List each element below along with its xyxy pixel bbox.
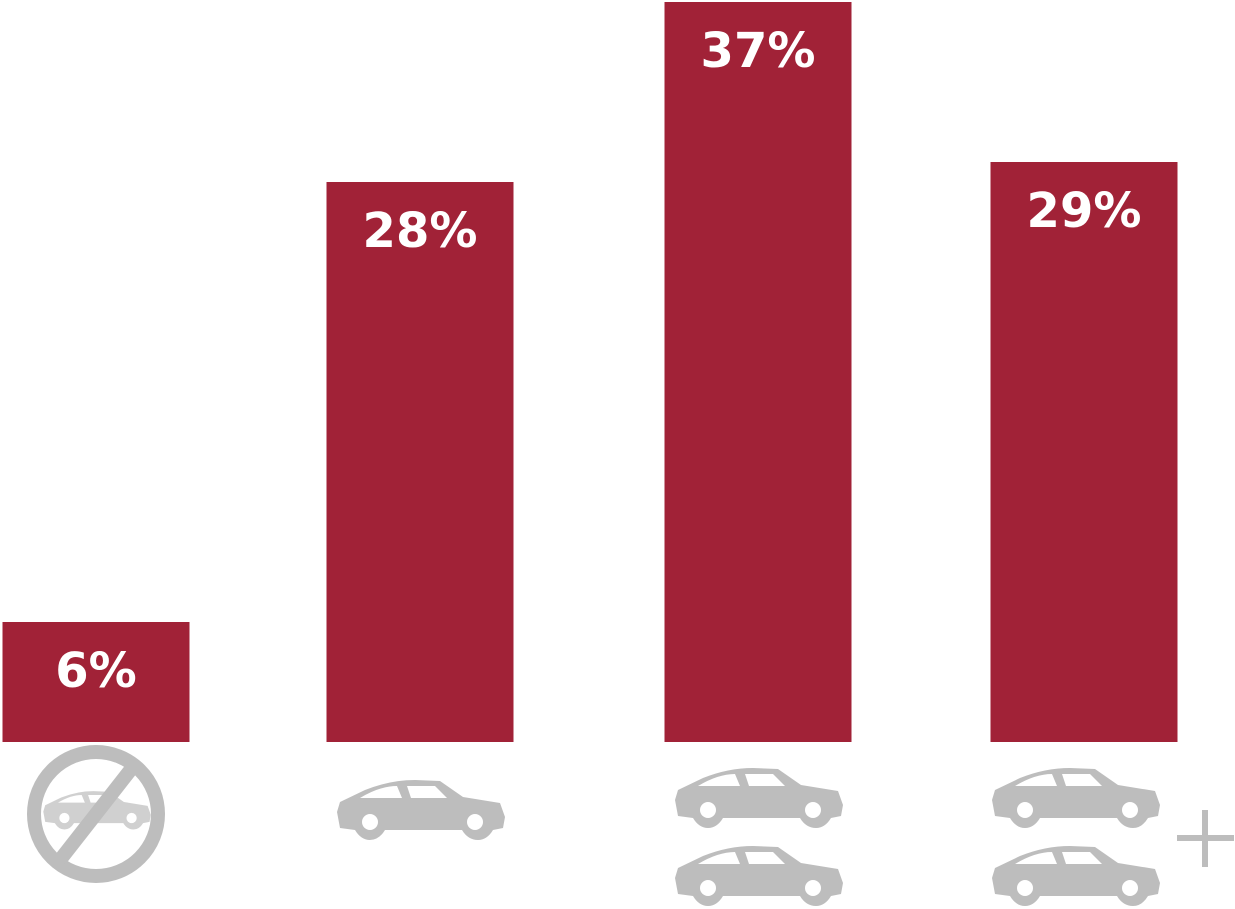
icon-no-car bbox=[27, 745, 165, 883]
bar bbox=[664, 2, 852, 742]
value-label: 28% bbox=[363, 203, 478, 259]
icon-three-plus-cars bbox=[992, 768, 1234, 906]
value-label: 6% bbox=[55, 643, 137, 699]
bar bbox=[990, 162, 1178, 742]
value-label: 29% bbox=[1027, 183, 1142, 239]
value-label: 37% bbox=[701, 23, 816, 79]
icon-one-car bbox=[337, 780, 505, 840]
icon-two-cars bbox=[675, 768, 843, 906]
bar bbox=[326, 182, 514, 742]
bar bbox=[2, 622, 190, 742]
